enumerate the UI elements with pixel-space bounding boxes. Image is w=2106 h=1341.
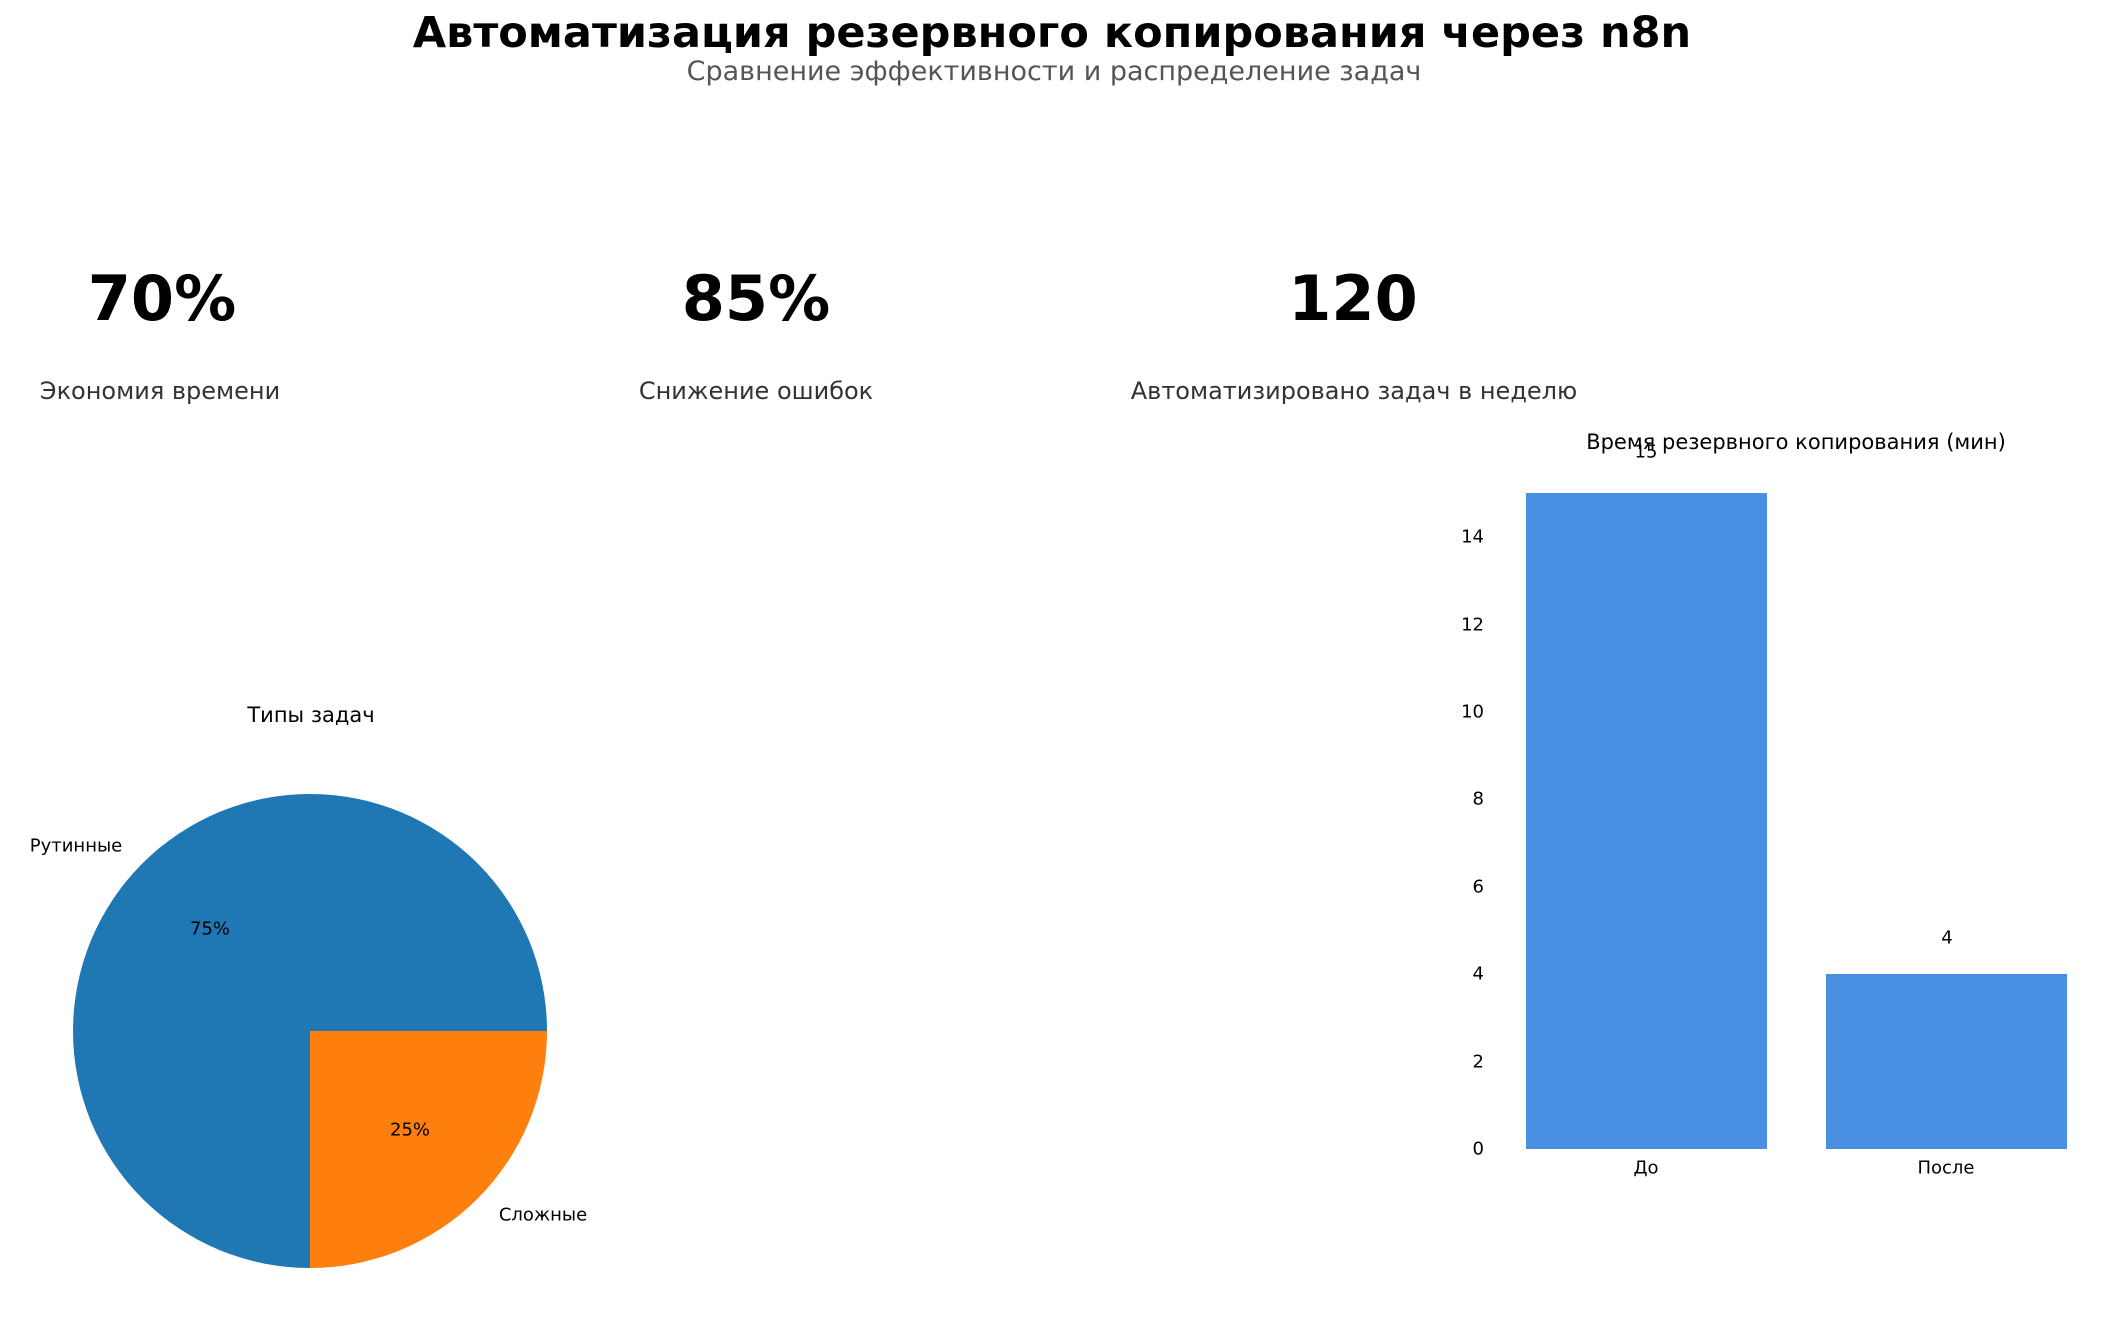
bar-before — [1526, 493, 1767, 1149]
kpi-time-savings-value: 70% — [87, 262, 237, 335]
x-tick-after: После — [1917, 1157, 1975, 1179]
pie-chart-title: Типы задач — [247, 703, 375, 727]
page-subtitle: Сравнение эффективности и распределение … — [686, 56, 1422, 87]
bar-after — [1826, 974, 2067, 1149]
y-tick-14: 14 — [1461, 526, 1484, 548]
pie-slice-complex — [310, 1031, 547, 1268]
pie-label-complex: Сложные — [498, 1204, 588, 1226]
y-tick-4: 4 — [1472, 963, 1484, 985]
page-title: Автоматизация резервного копирования чер… — [412, 8, 1692, 58]
bar-value-before: 15 — [1634, 441, 1658, 463]
kpi-time-savings-label: Экономия времени — [39, 377, 281, 405]
kpi-automated-tasks-value: 120 — [1288, 262, 1418, 335]
kpi-error-reduction-label: Снижение ошибок — [638, 377, 874, 405]
y-tick-2: 2 — [1472, 1051, 1484, 1073]
kpi-automated-tasks-label: Автоматизировано задач в неделю — [1130, 377, 1578, 405]
y-tick-6: 6 — [1472, 876, 1484, 898]
y-tick-12: 12 — [1461, 614, 1484, 636]
y-tick-0: 0 — [1472, 1138, 1484, 1160]
pie-value-complex: 25% — [389, 1119, 431, 1141]
bar-value-after: 4 — [1941, 927, 1953, 949]
bar-chart-title: Время резервного копирования (мин) — [1586, 430, 2006, 454]
kpi-error-reduction-value: 85% — [681, 262, 831, 335]
pie-label-routine: Рутинные — [29, 835, 123, 857]
y-tick-10: 10 — [1461, 701, 1484, 723]
x-tick-before: До — [1633, 1157, 1659, 1179]
pie-value-routine: 75% — [189, 918, 231, 940]
y-tick-8: 8 — [1472, 788, 1484, 810]
